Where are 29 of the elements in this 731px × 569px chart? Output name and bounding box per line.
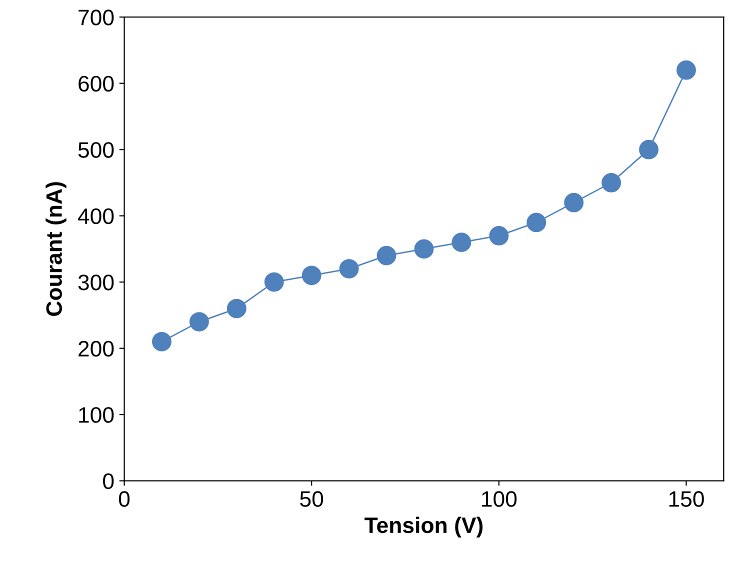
point — [602, 172, 622, 192]
point — [564, 192, 584, 212]
x-tick-label: 50 — [300, 491, 324, 507]
point — [676, 60, 696, 80]
y-tick-label: 200 — [78, 340, 114, 357]
y-tick-label: 0 — [103, 473, 114, 490]
point — [226, 298, 246, 318]
point — [526, 212, 546, 232]
y-tick-label: 500 — [78, 142, 114, 158]
point — [264, 272, 284, 292]
y-tick-label: 300 — [78, 274, 114, 290]
x-axis-title: Tension (V) — [364, 516, 483, 538]
y-axis-title: Courant (nA) — [46, 182, 66, 316]
y-tick-label: 700 — [78, 10, 114, 26]
point — [189, 312, 209, 332]
point — [489, 226, 509, 246]
y-tick-label: 600 — [78, 76, 114, 92]
point — [639, 140, 658, 160]
point — [452, 232, 472, 252]
point — [302, 266, 322, 286]
point — [376, 246, 396, 266]
y-tick-label: 100 — [79, 407, 114, 423]
x-tick-label: 150 — [669, 491, 704, 507]
point — [414, 239, 434, 259]
x-tick-label: 100 — [482, 491, 517, 507]
y-tick-label: 400 — [78, 208, 114, 224]
point — [339, 259, 359, 279]
x-tick-label: 0 — [118, 491, 130, 507]
point — [152, 332, 172, 352]
